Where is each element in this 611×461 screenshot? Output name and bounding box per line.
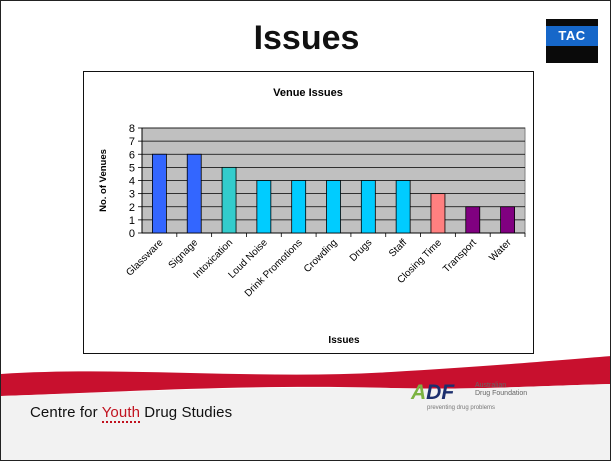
footer-swoosh [1,356,610,460]
footer-grey-wave [1,384,610,460]
x-tick-label: Signage [167,237,201,271]
y-tick-label: 8 [129,123,135,135]
adf-name: Australian Drug Foundation [475,382,527,398]
adf-mark-rest: DF [426,381,455,404]
bar-transport [465,206,481,234]
tac-logo: TAC [546,19,598,63]
bar-signage [186,153,202,234]
adf-mark-a: A [411,381,427,404]
bar-staff [395,180,411,234]
bar-crowding [326,180,341,234]
bar-closing-time [430,193,446,234]
bar-drugs [360,180,376,234]
x-tick-label: Water [487,237,514,264]
cyds-youth: Youth [101,404,141,423]
y-tick-label: 3 [129,189,135,201]
y-tick-label: 0 [129,228,135,240]
x-tick-label: Glassware [124,237,165,278]
adf-name-line-1: Australian [475,382,507,389]
adf-name-line-2: Drug Foundation [475,390,528,397]
y-axis-label: No. of Venues [98,149,109,212]
tac-logo-text: TAC [558,28,586,43]
bar-water [500,206,515,234]
y-tick-label: 1 [129,215,135,227]
chart-frame: Venue Issues 0 1 2 3 4 5 6 7 8 No. of Venues Glassw… [83,71,534,354]
cyds-prefix: Centre for [30,404,102,421]
bar-glassware [152,153,167,234]
bar-drink-promotions [291,180,307,234]
y-tick-label: 6 [129,149,135,161]
y-tick-label: 5 [129,162,135,174]
bar-loud-noise [256,180,272,234]
y-tick-label: 2 [129,202,135,214]
slide-title: Issues [253,19,360,57]
adf-logo: ADF Australian Drug Foundation preventing… [411,379,559,419]
tac-logo-band [546,26,598,46]
footer-red-wave [1,356,610,396]
x-tick-label: Crowding [302,237,340,275]
cyds-suffix: Drug Studies [140,404,233,421]
y-tick-label: 4 [129,176,135,188]
cyds-logo: Centre for Youth Drug Studies [30,404,233,423]
adf-mark: ADF [411,381,454,405]
x-tick-label: Staff [387,237,409,259]
x-axis-label: Issues [328,335,360,346]
x-tick-label: Drugs [348,237,375,264]
y-tick-label: 7 [129,136,135,148]
x-tick-label: Transport [441,237,479,275]
chart-title: Venue Issues [273,87,343,99]
bar-intoxication [221,166,237,234]
adf-tagline: preventing drug problems [427,405,496,411]
